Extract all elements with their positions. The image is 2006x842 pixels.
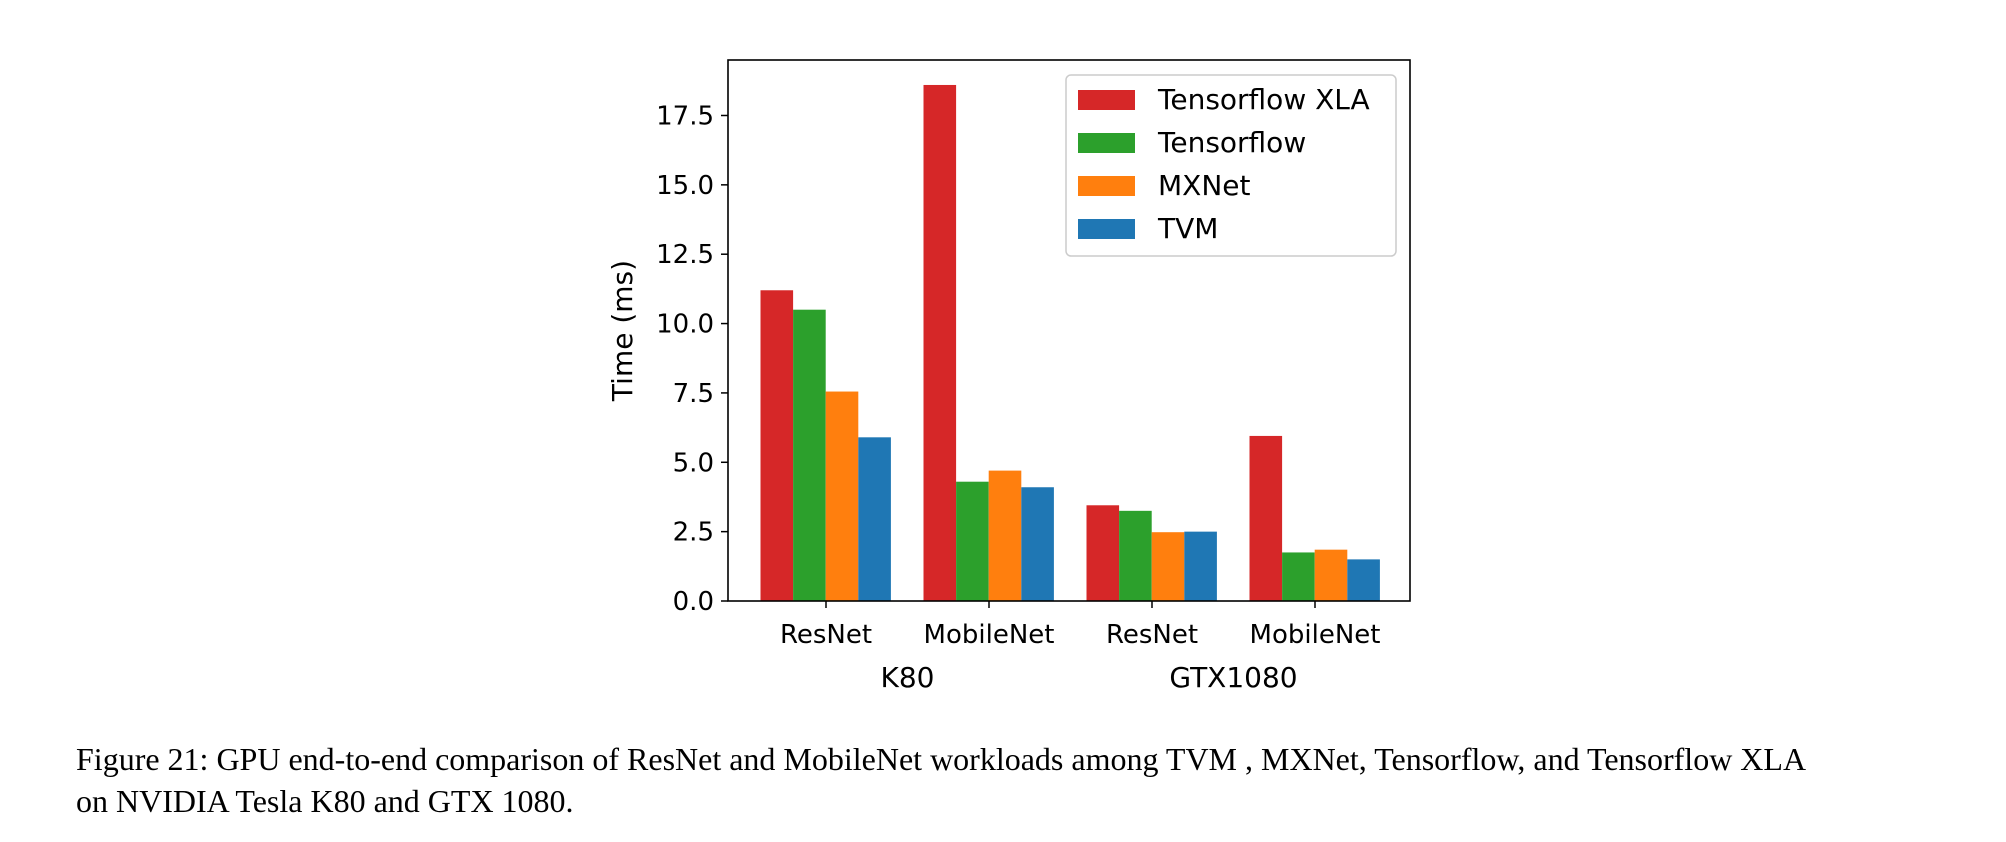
y-tick-label: 2.5 [673, 518, 714, 548]
x-tick-label: MobileNet [1250, 620, 1381, 650]
figure-caption: Figure 21: GPU end-to-end comparison of … [76, 738, 1976, 822]
bar-tvm-resnet-2 [1184, 531, 1217, 601]
y-tick-label: 15.0 [656, 171, 714, 201]
bar-tensorflow-resnet-0 [793, 309, 826, 601]
bar-mxnet-resnet-2 [1151, 532, 1185, 601]
y-tick-label: 17.5 [656, 101, 714, 131]
x-tick-label: ResNet [780, 620, 872, 650]
plot-frame [727, 59, 1411, 602]
bar-mxnet-mobilenet-1 [988, 470, 1022, 601]
y-tick-label: 10.0 [656, 310, 714, 340]
bar-mxnet-resnet-0 [825, 391, 859, 601]
y-axis-label: Time (ms) [606, 260, 639, 402]
y-tick-label: 0.0 [673, 587, 714, 617]
bar-mxnet-mobilenet-3 [1314, 549, 1348, 601]
y-tick-label: 12.5 [656, 240, 714, 270]
legend-swatch-2 [1078, 176, 1135, 196]
y-tick-label: 7.5 [673, 379, 714, 409]
legend-box [1065, 74, 1397, 257]
legend-label-0: Tensorflow XLA [1157, 83, 1370, 116]
bar-tvm-mobilenet-3 [1347, 559, 1380, 601]
bar-tensorflow-xla-mobilenet-3 [1249, 435, 1283, 601]
bar-tensorflow-xla-mobilenet-1 [923, 84, 957, 602]
bar-tensorflow-xla-resnet-0 [760, 290, 794, 601]
bar-tensorflow-mobilenet-3 [1282, 552, 1315, 601]
bar-tvm-resnet-0 [858, 437, 891, 601]
group-label-1: GTX1080 [1169, 661, 1297, 694]
caption-line-1: Figure 21: GPU end-to-end comparison of … [76, 741, 1807, 777]
x-tick-label: MobileNet [924, 620, 1055, 650]
bar-tensorflow-xla-resnet-2 [1086, 505, 1120, 601]
bar-tvm-mobilenet-1 [1021, 487, 1054, 601]
legend-label-3: TVM [1157, 212, 1218, 245]
y-tick-label: 5.0 [673, 448, 714, 478]
legend-swatch-1 [1078, 133, 1135, 153]
bar-tensorflow-mobilenet-1 [956, 481, 989, 601]
bar-tensorflow-resnet-2 [1119, 510, 1152, 601]
legend-swatch-0 [1078, 90, 1135, 110]
x-tick-label: ResNet [1106, 620, 1198, 650]
caption-line-2: on NVIDIA Tesla K80 and GTX 1080. [76, 783, 574, 819]
legend-swatch-3 [1078, 219, 1135, 239]
legend-label-1: Tensorflow [1157, 126, 1306, 159]
legend-label-2: MXNet [1158, 169, 1251, 202]
group-label-0: K80 [881, 661, 935, 694]
